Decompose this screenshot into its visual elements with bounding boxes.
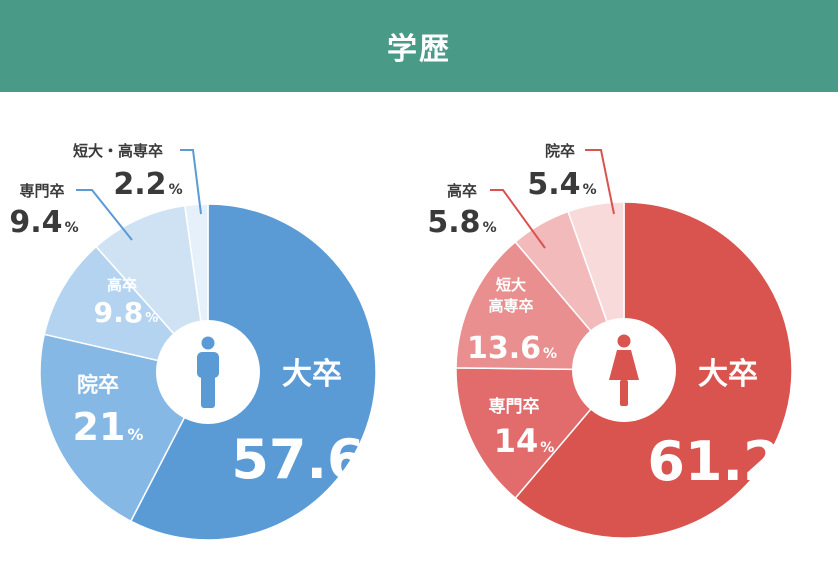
- slice-name-label: 高卒: [447, 182, 477, 200]
- slice-value-label: 14%: [494, 422, 555, 460]
- male-person-icon: [197, 336, 219, 408]
- female-person-icon: [609, 334, 639, 406]
- slice-value-label: 9.8%: [94, 296, 159, 329]
- page-header: 学歴: [0, 0, 838, 92]
- leader-line: [76, 189, 133, 241]
- slice-name-label: 院卒: [545, 142, 575, 160]
- slice-name-label: 院卒: [77, 373, 119, 397]
- pie-slice: [455, 240, 626, 371]
- leader-line: [585, 149, 615, 215]
- slice-value-label: 61.2%: [647, 430, 804, 493]
- leader-line: [490, 189, 546, 249]
- slice-name-label: 専門卒: [489, 396, 540, 417]
- pie-chart-male: 大卒 57.6% 院卒 21 % 高卒 9.8 % 専門卒 9.4 % 短大・高専卒 2.2%: [9, 142, 389, 541]
- leader-line: [180, 149, 202, 215]
- slice-name-label: 高卒: [107, 276, 137, 294]
- slice-name-label: 専門卒: [19, 182, 64, 200]
- slice-value-label: 13.6%: [467, 331, 557, 366]
- slice-value-label: 5.4%: [527, 167, 596, 202]
- slice-value-label: 57.6%: [231, 428, 388, 491]
- slice-value-label: 2.2%: [113, 167, 182, 202]
- slice-value-label: 21%: [73, 405, 144, 449]
- slice-name-label: 大卒: [698, 357, 758, 392]
- slice-name-label: 短大・高専卒: [73, 142, 163, 160]
- slice-value-label: 9.4%: [9, 205, 78, 240]
- slice-value-label: 5.8%: [427, 205, 496, 240]
- page-title: 学歴: [387, 32, 451, 67]
- slice-name-label: 大卒: [282, 357, 342, 392]
- pie-chart-female: 大卒 61.2% 専門卒 14 % 短大高専卒 13.6 % 高卒 5.8 % 院卒 5.4%: [427, 142, 805, 539]
- slice-name-label: 短大高専卒: [488, 276, 533, 315]
